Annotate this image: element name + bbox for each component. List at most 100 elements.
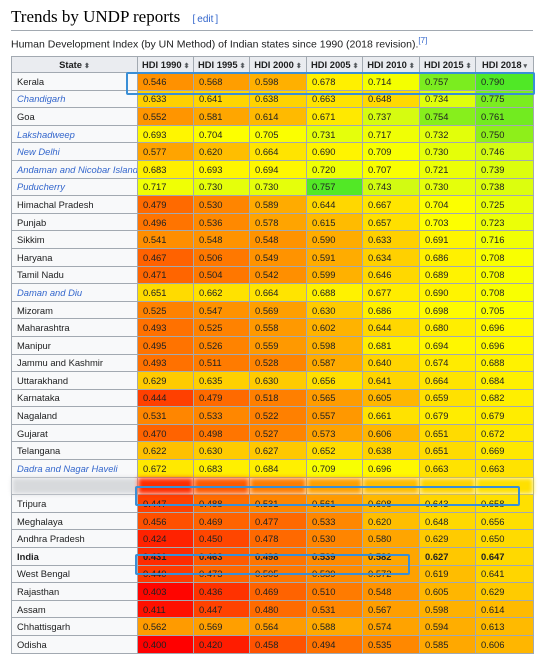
state-name-cell[interactable]: Dadra and Nagar Haveli <box>11 459 138 478</box>
state-name-cell: Chhattisgarh <box>11 617 138 636</box>
hdi-value-cell: 0.664 <box>249 283 307 302</box>
column-header[interactable]: HDI 2018 ▾ <box>475 56 534 73</box>
table-row: Assam 0.411 0.447 0.480 0.531 0.567 0.598 0.614 <box>11 599 534 619</box>
hdi-value-cell: 0.456 <box>137 511 194 531</box>
column-header[interactable]: HDI 2000 ⬍ <box>249 56 307 73</box>
sort-icon[interactable]: ⬍ <box>239 63 246 70</box>
hdi-value-cell: 0.591 <box>306 247 363 267</box>
column-header-label: HDI 2005 <box>311 59 351 70</box>
edit-link[interactable]: [ edit ] <box>192 14 219 25</box>
hdi-value-cell: 0.661 <box>362 406 420 425</box>
hdi-value-cell: 0.683 <box>137 159 194 179</box>
hdi-value-cell: 0.622 <box>137 441 194 461</box>
sort-icon[interactable]: ⬍ <box>84 63 90 70</box>
table-row: Puducherry 0.717 0.730 0.730 0.757 0.743 0.730… <box>11 177 534 197</box>
hdi-value-cell: 0.662 <box>193 283 250 302</box>
state-name-cell[interactable]: Puducherry <box>11 177 138 197</box>
hdi-value-cell: 0.580 <box>362 529 420 549</box>
column-header[interactable]: HDI 1995 ⬍ <box>193 56 250 73</box>
state-name-cell: Uttarakhand <box>11 371 138 390</box>
state-name-cell[interactable]: New Delhi <box>11 142 138 161</box>
hdi-value-cell: 0.635 <box>193 371 250 390</box>
hdi-value-cell: 0.493 <box>137 353 194 373</box>
hdi-value-cell: 0.730 <box>419 142 476 161</box>
hdi-value-cell: 0.656 <box>306 371 363 390</box>
table-row: Goa 0.552 0.581 0.614 0.671 0.737 0.754 0.761 <box>11 107 534 126</box>
hdi-value-cell: 0.564 <box>249 617 307 636</box>
table-row: Sikkim 0.541 0.548 0.548 0.590 0.633 0.691 0.71… <box>11 230 534 249</box>
hdi-value-cell: 0.738 <box>475 177 534 197</box>
hdi-value-cell: 0.709 <box>306 459 363 478</box>
hdi-value-cell: 0.525 <box>193 318 250 337</box>
hdi-value-cell: 0.720 <box>306 159 363 179</box>
hdi-value-cell: 0.594 <box>419 617 476 636</box>
sort-icon[interactable]: ⬍ <box>408 63 415 70</box>
hdi-value-cell: 0.679 <box>475 406 534 425</box>
hdi-value-cell: 0.557 <box>306 406 363 425</box>
hdi-value-cell: 0.477 <box>249 511 307 531</box>
state-name-cell: Rajasthan <box>11 582 138 601</box>
column-header-label: HDI 2010 <box>367 59 407 70</box>
edit-link-label[interactable]: edit <box>197 14 214 25</box>
hdi-value-cell: 0.444 <box>137 388 194 408</box>
hdi-value-cell: 0.693 <box>137 124 194 144</box>
sort-icon[interactable]: ⬍ <box>183 63 190 70</box>
column-header-label: HDI 2000 <box>254 59 294 70</box>
hdi-value-cell: 0.615 <box>306 212 363 232</box>
hdi-value-cell: 0.605 <box>419 582 476 601</box>
hdi-value-cell: 0.480 <box>249 599 307 619</box>
table-header-row: State ⬍ HDI 1990 ⬍ HDI 1995 ⬍ HDI 2000 ⬍ HDI 200… <box>11 56 534 73</box>
hdi-value-cell: 0.681 <box>362 335 420 355</box>
table-caption: Human Development Index (by UN Method) o… <box>11 36 427 51</box>
state-name-cell: Nagaland <box>11 406 138 425</box>
hdi-value-cell: 0.652 <box>306 441 363 461</box>
hdi-value-cell: 0.750 <box>475 124 534 144</box>
table-row: Lakshadweep 0.693 0.704 0.705 0.731 0.717 0.73… <box>11 124 534 144</box>
hdi-value-cell: 0.599 <box>306 265 363 285</box>
state-name-cell: Himachal Pradesh <box>11 195 138 214</box>
hdi-value-cell: 0.467 <box>137 247 194 267</box>
hdi-value-cell: 0.634 <box>362 247 420 267</box>
hdi-value-cell: 0.471 <box>137 265 194 285</box>
hdi-table-container: State ⬍ HDI 1990 ⬍ HDI 1995 ⬍ HDI 2000 ⬍ HDI 200… <box>11 56 535 654</box>
hdi-value-cell: 0.582 <box>362 547 420 566</box>
hdi-value-cell: 0.614 <box>249 107 307 126</box>
hdi-value-cell <box>362 476 420 496</box>
hdi-value-cell: 0.688 <box>475 353 534 373</box>
hdi-value-cell: 0.536 <box>193 212 250 232</box>
hdi-value-cell: 0.411 <box>137 599 194 619</box>
hdi-value-cell: 0.549 <box>249 247 307 267</box>
hdi-value-cell: 0.686 <box>362 300 420 320</box>
table-row: Manipur 0.495 0.526 0.559 0.598 0.681 0.694 0.6… <box>11 335 534 355</box>
sort-icon[interactable]: ⬍ <box>295 63 302 70</box>
hdi-value-cell: 0.775 <box>475 89 534 109</box>
reference-link[interactable]: [7] <box>418 36 428 45</box>
state-name-cell[interactable]: Lakshadweep <box>11 124 138 144</box>
hdi-value-cell: 0.678 <box>306 72 363 91</box>
sort-desc-icon[interactable]: ▾ <box>523 63 528 70</box>
column-header[interactable]: State ⬍ <box>11 56 138 73</box>
hdi-value-cell: 0.682 <box>475 388 534 408</box>
sort-icon[interactable]: ⬍ <box>465 63 472 70</box>
state-name-cell[interactable]: Chandigarh <box>11 89 138 109</box>
hdi-value-cell: 0.739 <box>475 159 534 179</box>
table-row: Chandigarh 0.633 0.641 0.638 0.663 0.648 0.734… <box>11 89 534 109</box>
sort-icon[interactable]: ⬍ <box>352 63 359 70</box>
hdi-value-cell: 0.463 <box>193 547 250 566</box>
hdi-value-cell: 0.650 <box>475 529 534 549</box>
hdi-value-cell: 0.403 <box>137 582 194 601</box>
hdi-value-cell: 0.473 <box>193 564 250 584</box>
hdi-value-cell: 0.648 <box>362 89 420 109</box>
hdi-value-cell: 0.679 <box>419 406 476 425</box>
state-name-cell[interactable]: Daman and Diu <box>11 283 138 302</box>
table-row: West Bengal 0.440 0.473 0.505 0.539 0.572 0.61… <box>11 564 534 584</box>
hdi-value-cell: 0.431 <box>137 547 194 566</box>
column-header[interactable]: HDI 2015 ⬍ <box>419 56 476 73</box>
state-name-cell[interactable]: Andaman and Nicobar Islands <box>11 159 138 179</box>
hdi-value-cell: 0.691 <box>419 230 476 249</box>
column-header[interactable]: HDI 2010 ⬍ <box>362 56 420 73</box>
hdi-value-cell: 0.690 <box>306 142 363 161</box>
hdi-value-cell: 0.721 <box>419 159 476 179</box>
column-header[interactable]: HDI 1990 ⬍ <box>137 56 194 73</box>
column-header[interactable]: HDI 2005 ⬍ <box>306 56 363 73</box>
